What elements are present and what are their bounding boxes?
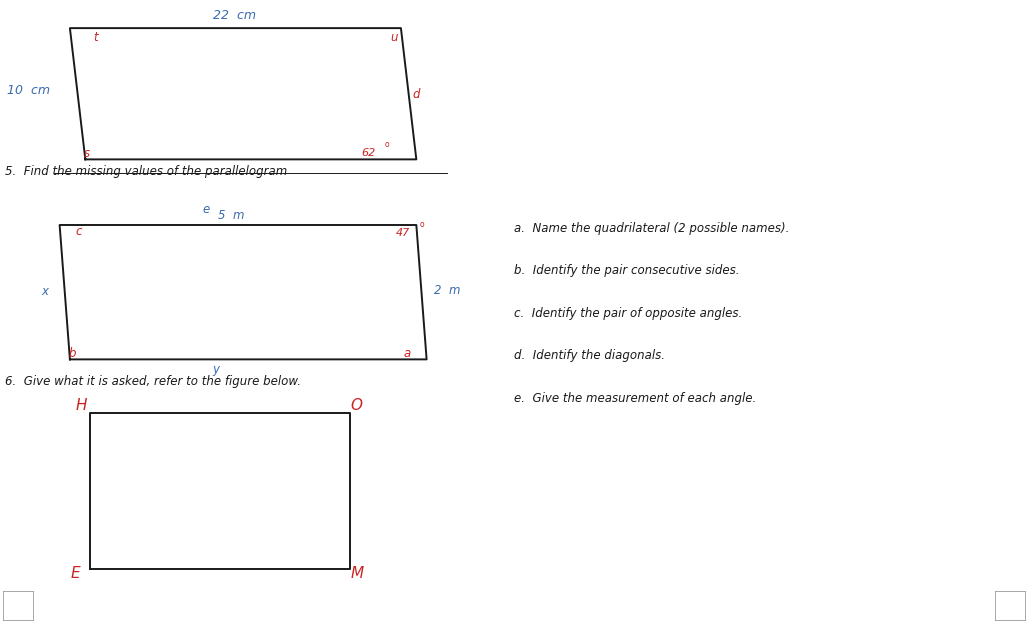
Text: d: d — [412, 89, 420, 101]
Text: O: O — [351, 398, 363, 412]
Text: H: H — [75, 398, 87, 412]
Text: c.  Identify the pair of opposite angles.: c. Identify the pair of opposite angles. — [514, 307, 742, 319]
Text: t: t — [94, 31, 98, 44]
Text: b: b — [68, 348, 76, 360]
Text: s: s — [84, 147, 90, 159]
Text: a: a — [403, 348, 411, 360]
Text: o: o — [384, 140, 389, 149]
Text: 5.  Find the missing values of the parallelogram: 5. Find the missing values of the parall… — [5, 165, 288, 177]
Text: e: e — [201, 203, 210, 216]
Text: a.  Name the quadrilateral (2 possible names).: a. Name the quadrilateral (2 possible na… — [514, 222, 790, 234]
Text: c: c — [76, 225, 82, 238]
Text: 62: 62 — [361, 148, 375, 158]
Text: 47: 47 — [396, 228, 410, 238]
Text: M: M — [351, 566, 363, 581]
Text: 5  m: 5 m — [218, 209, 245, 222]
Text: y: y — [213, 364, 219, 376]
Text: E: E — [70, 566, 80, 581]
Text: d.  Identify the diagonals.: d. Identify the diagonals. — [514, 349, 665, 362]
Text: 6.  Give what it is asked, refer to the figure below.: 6. Give what it is asked, refer to the f… — [5, 375, 301, 388]
Text: 2  m: 2 m — [434, 284, 461, 297]
Text: 22  cm: 22 cm — [213, 9, 256, 22]
Text: o: o — [419, 220, 424, 229]
Text: 10  cm: 10 cm — [7, 84, 50, 97]
Text: x: x — [42, 286, 48, 298]
Text: e.  Give the measurement of each angle.: e. Give the measurement of each angle. — [514, 392, 757, 404]
Text: u: u — [390, 31, 398, 44]
Text: b.  Identify the pair consecutive sides.: b. Identify the pair consecutive sides. — [514, 264, 739, 277]
